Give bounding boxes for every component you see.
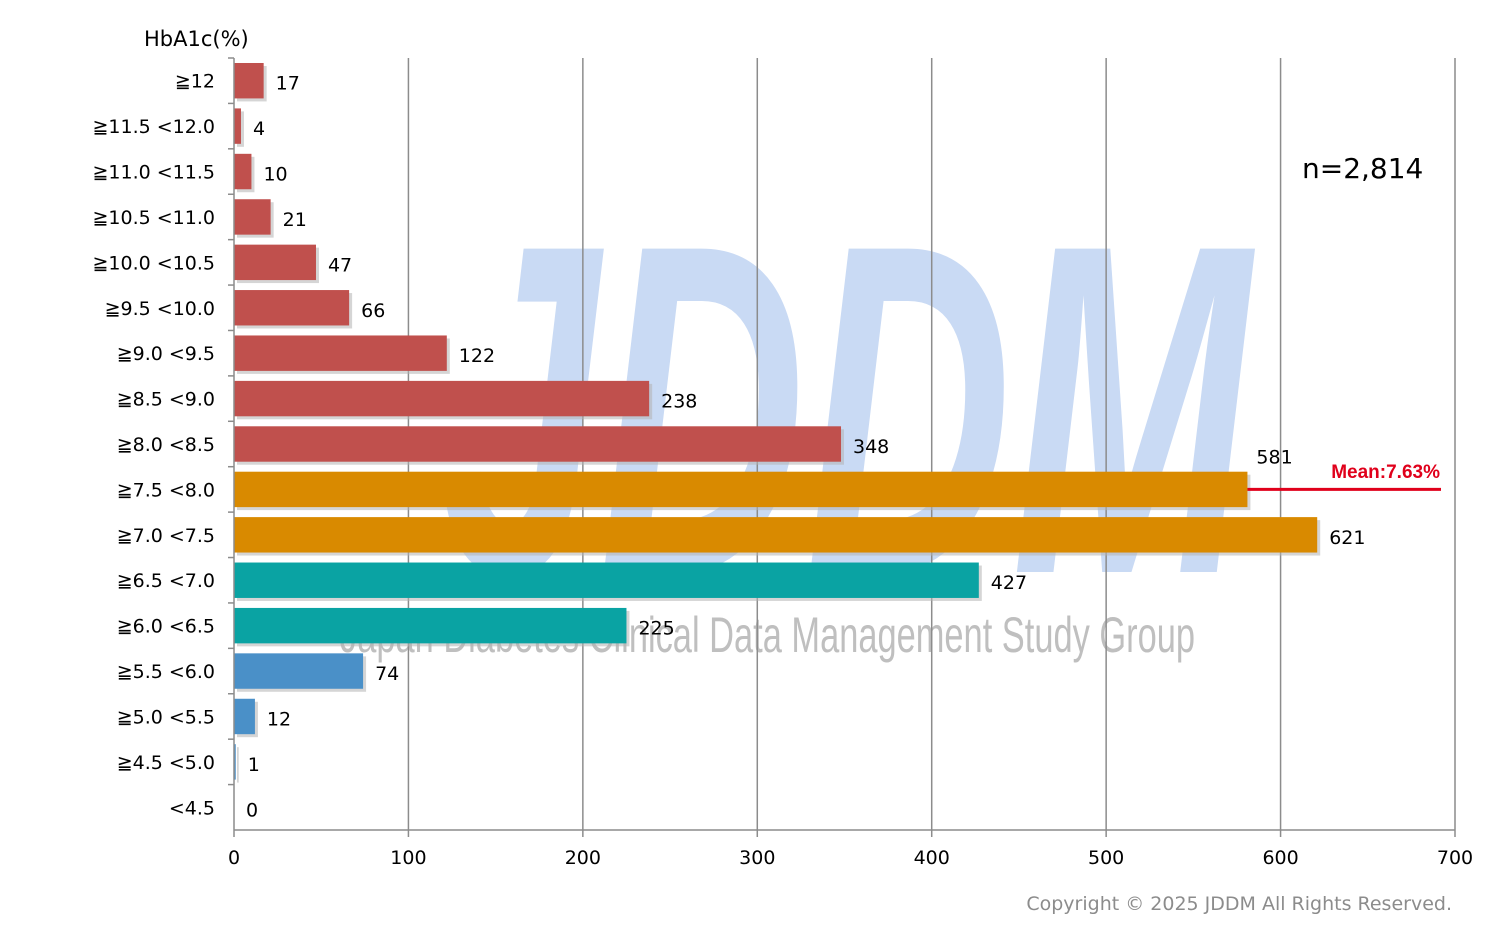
y-tick-label: ≧11.0 <11.5 xyxy=(93,162,216,184)
y-tick-label: ≧5.0 <5.5 xyxy=(117,706,215,728)
x-tick-label: 700 xyxy=(1437,847,1473,869)
bar xyxy=(234,698,255,735)
x-tick-label: 300 xyxy=(739,847,775,869)
bar xyxy=(234,517,1318,553)
y-tick-label: ≧11.5 <12.0 xyxy=(93,116,216,138)
x-tick-label: 500 xyxy=(1088,847,1124,869)
bar xyxy=(234,290,350,326)
data-label: 0 xyxy=(246,799,258,821)
bar xyxy=(234,199,271,235)
y-tick-label: ≧7.5 <8.0 xyxy=(117,479,215,501)
y-tick-label: ≧8.0 <8.5 xyxy=(117,434,215,456)
y-tick-label: ≧5.5 <6.0 xyxy=(117,661,215,683)
x-tick-label: 200 xyxy=(565,847,601,869)
y-tick-label: ≧7.0 <7.5 xyxy=(117,525,215,547)
x-tick-label: 0 xyxy=(228,847,240,869)
y-tick-label: ≧10.0 <10.5 xyxy=(93,252,216,274)
data-label: 1 xyxy=(248,754,260,776)
y-tick-label: ≧4.5 <5.0 xyxy=(117,752,215,774)
data-label: 581 xyxy=(1256,446,1292,468)
data-label: 348 xyxy=(853,436,889,458)
bar-shadow xyxy=(237,747,239,783)
bar xyxy=(234,380,650,417)
y-tick-label: ≧9.5 <10.0 xyxy=(105,298,215,320)
bar xyxy=(234,744,236,780)
bar xyxy=(234,244,316,281)
y-tick-label: <4.5 xyxy=(169,797,215,819)
bar xyxy=(234,62,264,99)
n-annotation: n=2,814 xyxy=(1302,152,1423,185)
data-label: 66 xyxy=(361,300,385,322)
bar xyxy=(234,108,241,144)
data-label: 17 xyxy=(276,73,300,95)
data-label: 122 xyxy=(459,345,495,367)
axes xyxy=(228,57,1456,837)
bars xyxy=(234,62,1321,783)
data-label: 74 xyxy=(375,663,399,685)
x-tick-label: 100 xyxy=(390,847,426,869)
bar xyxy=(234,607,627,644)
x-tick-label: 600 xyxy=(1262,847,1298,869)
copyright-text: Copyright © 2025 JDDM All Rights Reserve… xyxy=(1026,893,1452,915)
y-tick-label: ≧10.5 <11.0 xyxy=(93,207,216,229)
y-tick-labels: ≧12 ≧11.5 <12.0 ≧11.0 <11.5 ≧10.5 <11.0 ≧10.… xyxy=(93,71,216,820)
y-tick-label: ≧12 xyxy=(175,71,215,93)
x-tick-label: 400 xyxy=(914,847,950,869)
bar xyxy=(234,426,842,462)
mean-annotation: Mean:7.63% xyxy=(1247,462,1441,491)
mean-label: Mean:7.63% xyxy=(1331,462,1440,483)
data-label: 10 xyxy=(263,164,287,186)
bar xyxy=(234,335,447,371)
data-label: 21 xyxy=(283,209,307,231)
bar xyxy=(234,653,364,689)
bar xyxy=(234,153,252,190)
data-label: 225 xyxy=(638,618,674,640)
y-tick-label: ≧6.5 <7.0 xyxy=(117,570,215,592)
data-label: 4 xyxy=(253,118,265,140)
y-axis-title: HbA1c(%) xyxy=(144,27,249,51)
data-label: 238 xyxy=(661,391,697,413)
y-tick-label: ≧6.0 <6.5 xyxy=(117,616,215,638)
data-label: 621 xyxy=(1329,527,1365,549)
x-tick-labels: 0 100 200 300 400 500 600 700 xyxy=(228,847,1473,869)
y-tick-label: ≧9.0 <9.5 xyxy=(117,343,215,365)
data-label: 12 xyxy=(267,708,291,730)
bar xyxy=(234,562,979,598)
bar xyxy=(234,471,1248,508)
data-label: 427 xyxy=(991,572,1027,594)
y-tick-label: ≧8.5 <9.0 xyxy=(117,389,215,411)
data-label: 47 xyxy=(328,254,352,276)
